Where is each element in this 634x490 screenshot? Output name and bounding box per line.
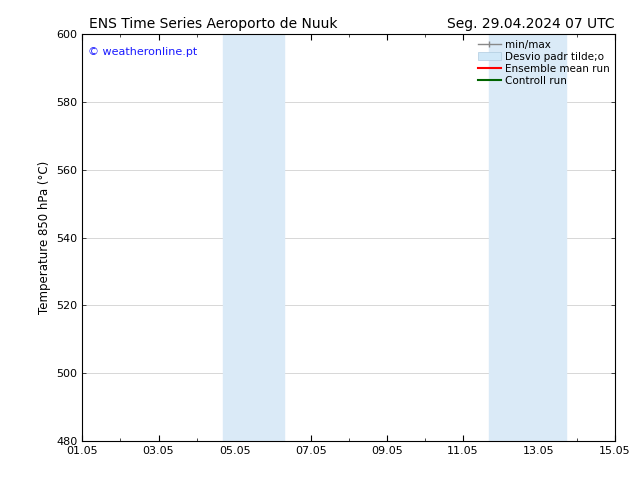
Bar xyxy=(223,34,284,441)
Text: ENS Time Series Aeroporto de Nuuk: ENS Time Series Aeroporto de Nuuk xyxy=(89,17,337,31)
Text: © weatheronline.pt: © weatheronline.pt xyxy=(87,47,197,56)
Bar xyxy=(489,34,566,441)
Text: Seg. 29.04.2024 07 UTC: Seg. 29.04.2024 07 UTC xyxy=(448,17,615,31)
Y-axis label: Temperature 850 hPa (°C): Temperature 850 hPa (°C) xyxy=(38,161,51,314)
Legend: min/max, Desvio padr tilde;o, Ensemble mean run, Controll run: min/max, Desvio padr tilde;o, Ensemble m… xyxy=(476,37,612,88)
